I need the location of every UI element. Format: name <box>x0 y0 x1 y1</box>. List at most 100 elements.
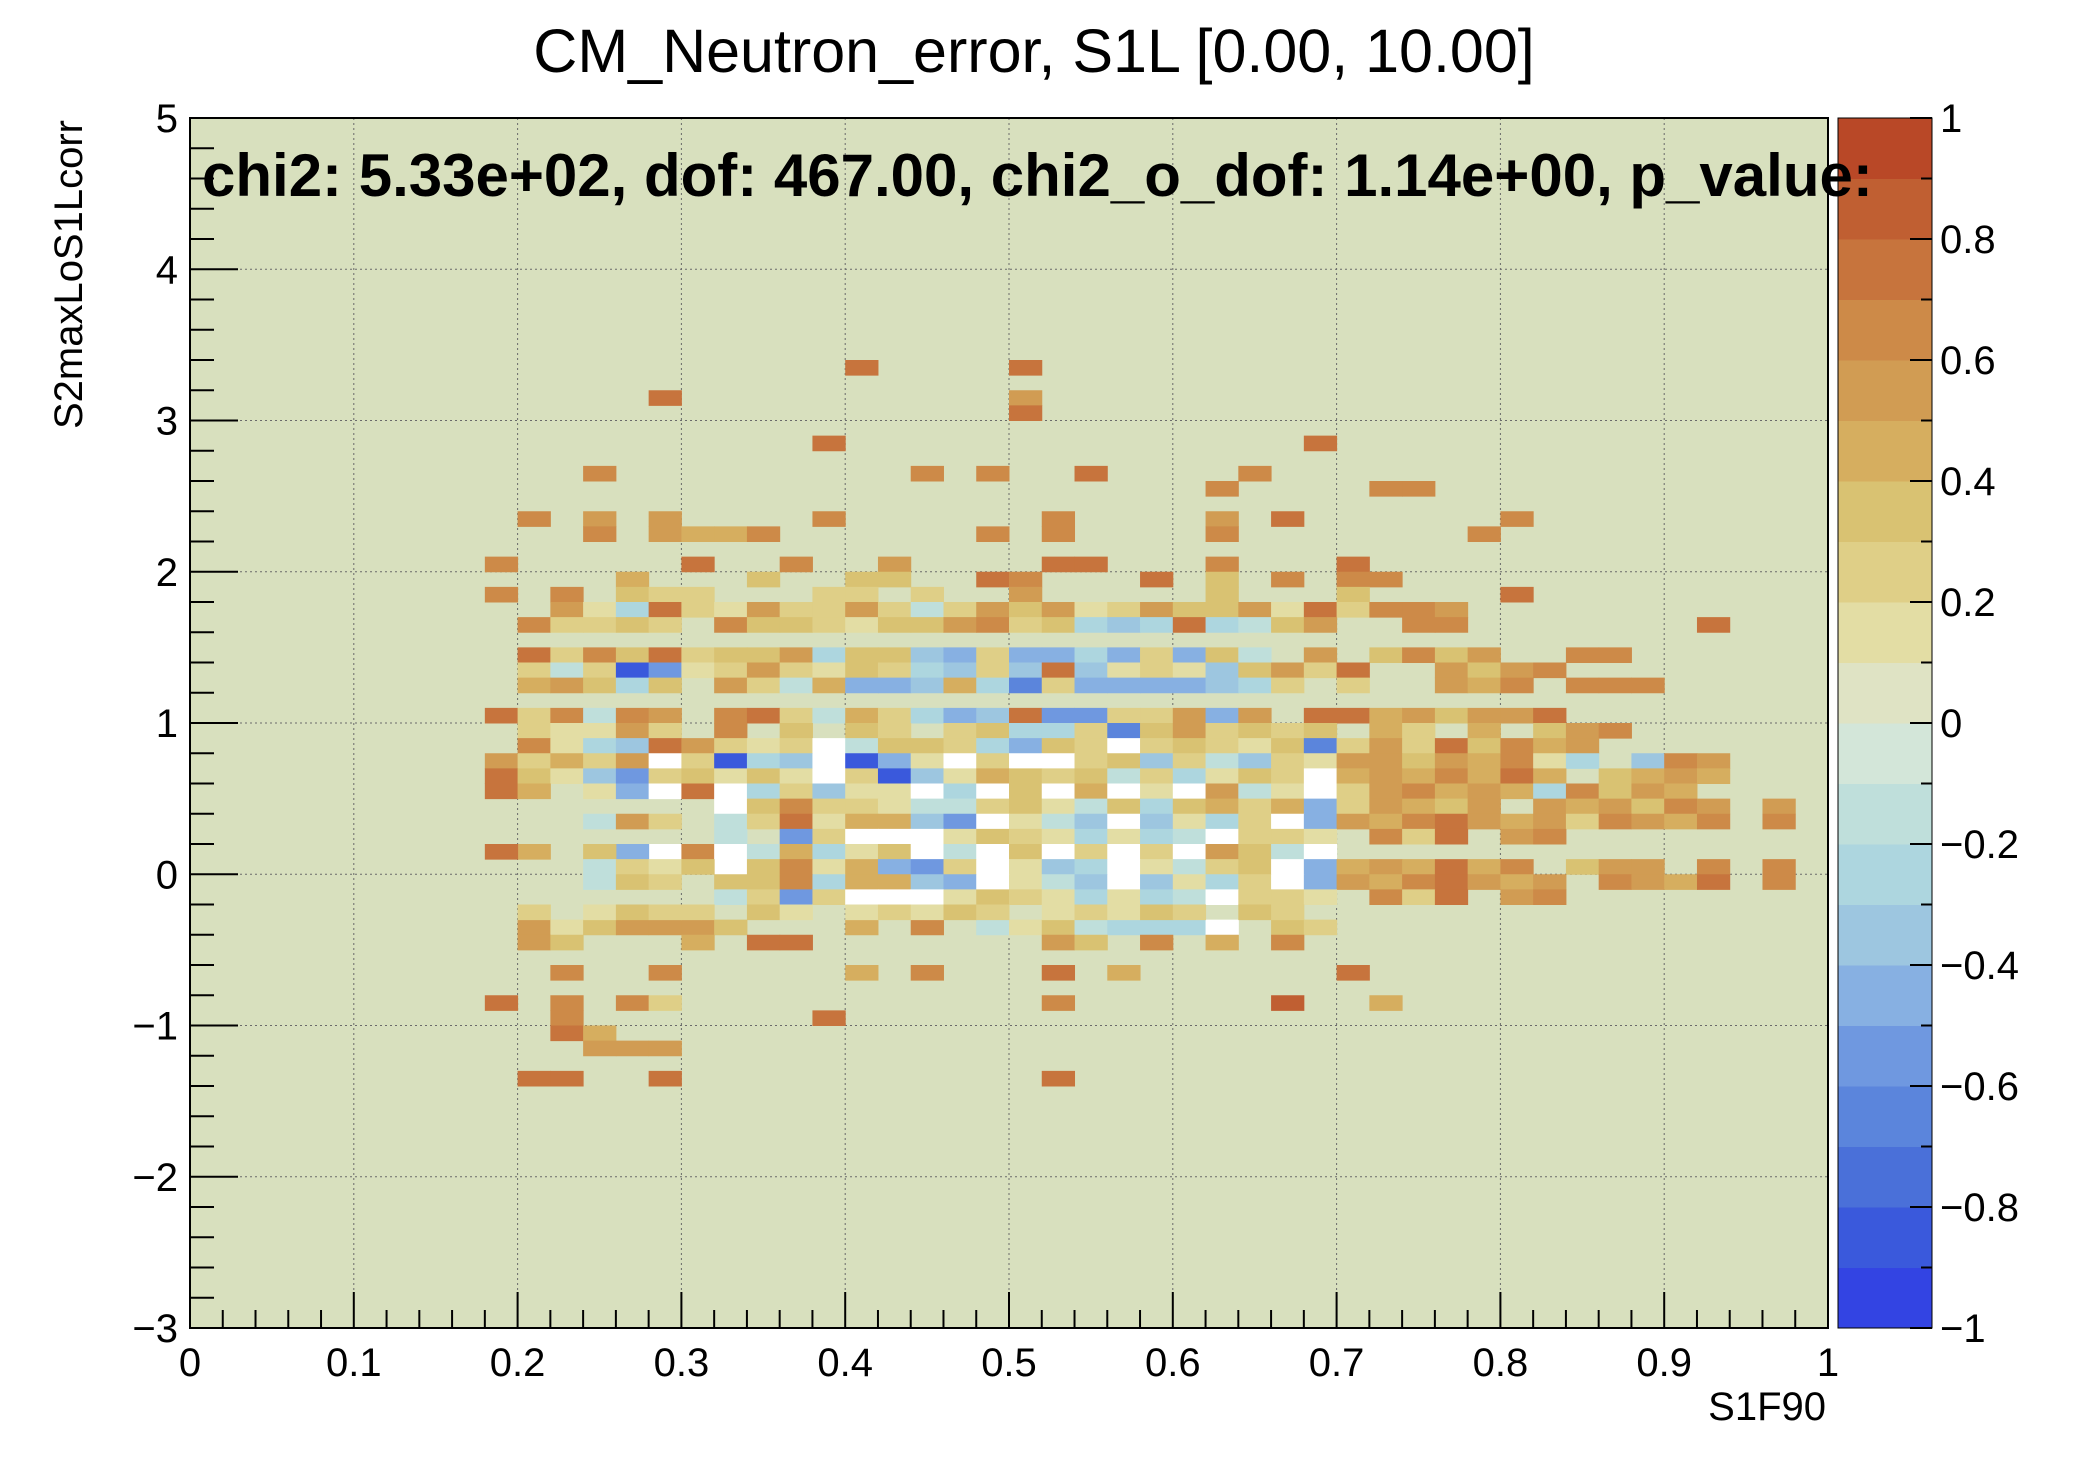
x-tick-label: 1 <box>1817 1341 1839 1385</box>
heatmap-cell <box>1238 783 1272 800</box>
heatmap-cell <box>583 738 617 754</box>
heatmap-cell <box>1172 783 1207 800</box>
heatmap-cell <box>714 874 748 890</box>
heatmap-cell <box>583 511 617 527</box>
heatmap-cell <box>583 753 617 769</box>
heatmap-cell <box>1205 828 1239 845</box>
heatmap-cell <box>648 662 682 679</box>
heatmap-cell <box>1533 768 1567 784</box>
heatmap-cell <box>877 647 912 663</box>
heatmap-cell <box>845 965 879 981</box>
heatmap-cell <box>1434 617 1469 633</box>
heatmap-cell <box>1500 828 1534 845</box>
heatmap-cell <box>812 617 846 633</box>
heatmap-cell <box>976 662 1010 679</box>
heatmap-cell <box>1762 798 1796 815</box>
heatmap-cell <box>1271 617 1305 633</box>
heatmap-cell <box>1172 874 1207 890</box>
heatmap-cell <box>1402 859 1436 875</box>
heatmap-cell <box>1336 738 1370 754</box>
heatmap-cell <box>1696 768 1731 784</box>
heatmap-cell <box>1271 511 1305 527</box>
heatmap-cell <box>976 526 1010 542</box>
heatmap-cell <box>648 617 682 633</box>
heatmap-cell <box>1074 662 1108 679</box>
heatmap-cell <box>845 360 879 376</box>
heatmap-cell <box>1533 889 1567 905</box>
heatmap-cell <box>615 647 650 663</box>
heatmap-cell <box>1205 707 1239 724</box>
heatmap-cell <box>648 1040 682 1057</box>
heatmap-cell <box>1238 647 1272 663</box>
heatmap-cell <box>1434 859 1469 875</box>
heatmap-cell <box>943 677 977 694</box>
heatmap-cell <box>550 723 584 739</box>
heatmap-cell <box>550 934 584 951</box>
heatmap-cell <box>1107 844 1141 860</box>
heatmap-cell <box>1107 602 1141 618</box>
heatmap-cell <box>976 859 1010 875</box>
heatmap-cell <box>1271 768 1305 784</box>
heatmap-cell <box>648 874 682 890</box>
heatmap-cell <box>1631 677 1665 694</box>
heatmap-cell <box>1369 874 1403 890</box>
heatmap-cell <box>648 526 682 542</box>
heatmap-cell <box>1402 738 1436 754</box>
heatmap-cells <box>484 360 1796 1087</box>
heatmap-cell <box>910 783 944 800</box>
heatmap-cell <box>1402 828 1436 845</box>
color-scale-swatch <box>1838 602 1932 663</box>
heatmap-cell <box>1172 919 1207 936</box>
heatmap-cell <box>648 753 682 769</box>
heatmap-cell <box>1336 874 1370 890</box>
heatmap-cell <box>1631 859 1665 875</box>
heatmap-cell <box>1041 965 1076 981</box>
heatmap-cell <box>615 919 650 936</box>
heatmap-cell <box>1205 768 1239 784</box>
x-tick-label: 0.4 <box>817 1341 873 1385</box>
heatmap-cell <box>1271 798 1305 815</box>
heatmap-cell <box>1500 738 1534 754</box>
heatmap-cell <box>746 602 781 618</box>
heatmap-cell <box>976 844 1010 860</box>
heatmap-cell <box>1172 617 1207 633</box>
heatmap-cell <box>910 844 944 860</box>
heatmap-cell <box>1041 768 1076 784</box>
heatmap-cell <box>1303 707 1338 724</box>
heatmap-cell <box>1467 738 1501 754</box>
z-tick-label: −0.8 <box>1940 1186 2019 1230</box>
heatmap-cell <box>1172 798 1207 815</box>
heatmap-cell <box>1041 511 1076 527</box>
heatmap-cell <box>877 602 912 618</box>
heatmap-cell <box>1696 617 1731 633</box>
heatmap-cell <box>648 707 682 724</box>
heatmap-cell <box>583 707 617 724</box>
heatmap-cell <box>1631 768 1665 784</box>
heatmap-cell <box>943 617 977 633</box>
heatmap-cell <box>746 874 781 890</box>
heatmap-cell <box>746 617 781 633</box>
heatmap-cell <box>1369 859 1403 875</box>
heatmap-cell <box>648 602 682 618</box>
heatmap-cell <box>1140 647 1174 663</box>
fit-statistics-annotation: chi2: 5.33e+02, dof: 467.00, chi2_o_dof:… <box>202 142 1873 209</box>
heatmap-cell <box>1303 783 1338 800</box>
heatmap-cell <box>517 768 551 784</box>
x-axis-label: S1F90 <box>1708 1385 1826 1429</box>
heatmap-cell <box>1140 602 1174 618</box>
heatmap-cell <box>1041 934 1076 951</box>
heatmap-cell <box>1336 753 1370 769</box>
heatmap-cell <box>746 889 781 905</box>
heatmap-cell <box>1205 571 1239 588</box>
color-scale-swatch <box>1838 1146 1932 1208</box>
heatmap-cell <box>1402 707 1436 724</box>
heatmap-cell <box>615 738 650 754</box>
heatmap-cell <box>845 859 879 875</box>
heatmap-cell <box>877 707 912 724</box>
color-scale-bar <box>1837 117 1933 1329</box>
z-tick-label: −0.4 <box>1940 944 2019 988</box>
heatmap-cell <box>681 753 715 769</box>
heatmap-cell <box>746 738 781 754</box>
heatmap-cell <box>1303 738 1338 754</box>
heatmap-cell <box>910 602 944 618</box>
